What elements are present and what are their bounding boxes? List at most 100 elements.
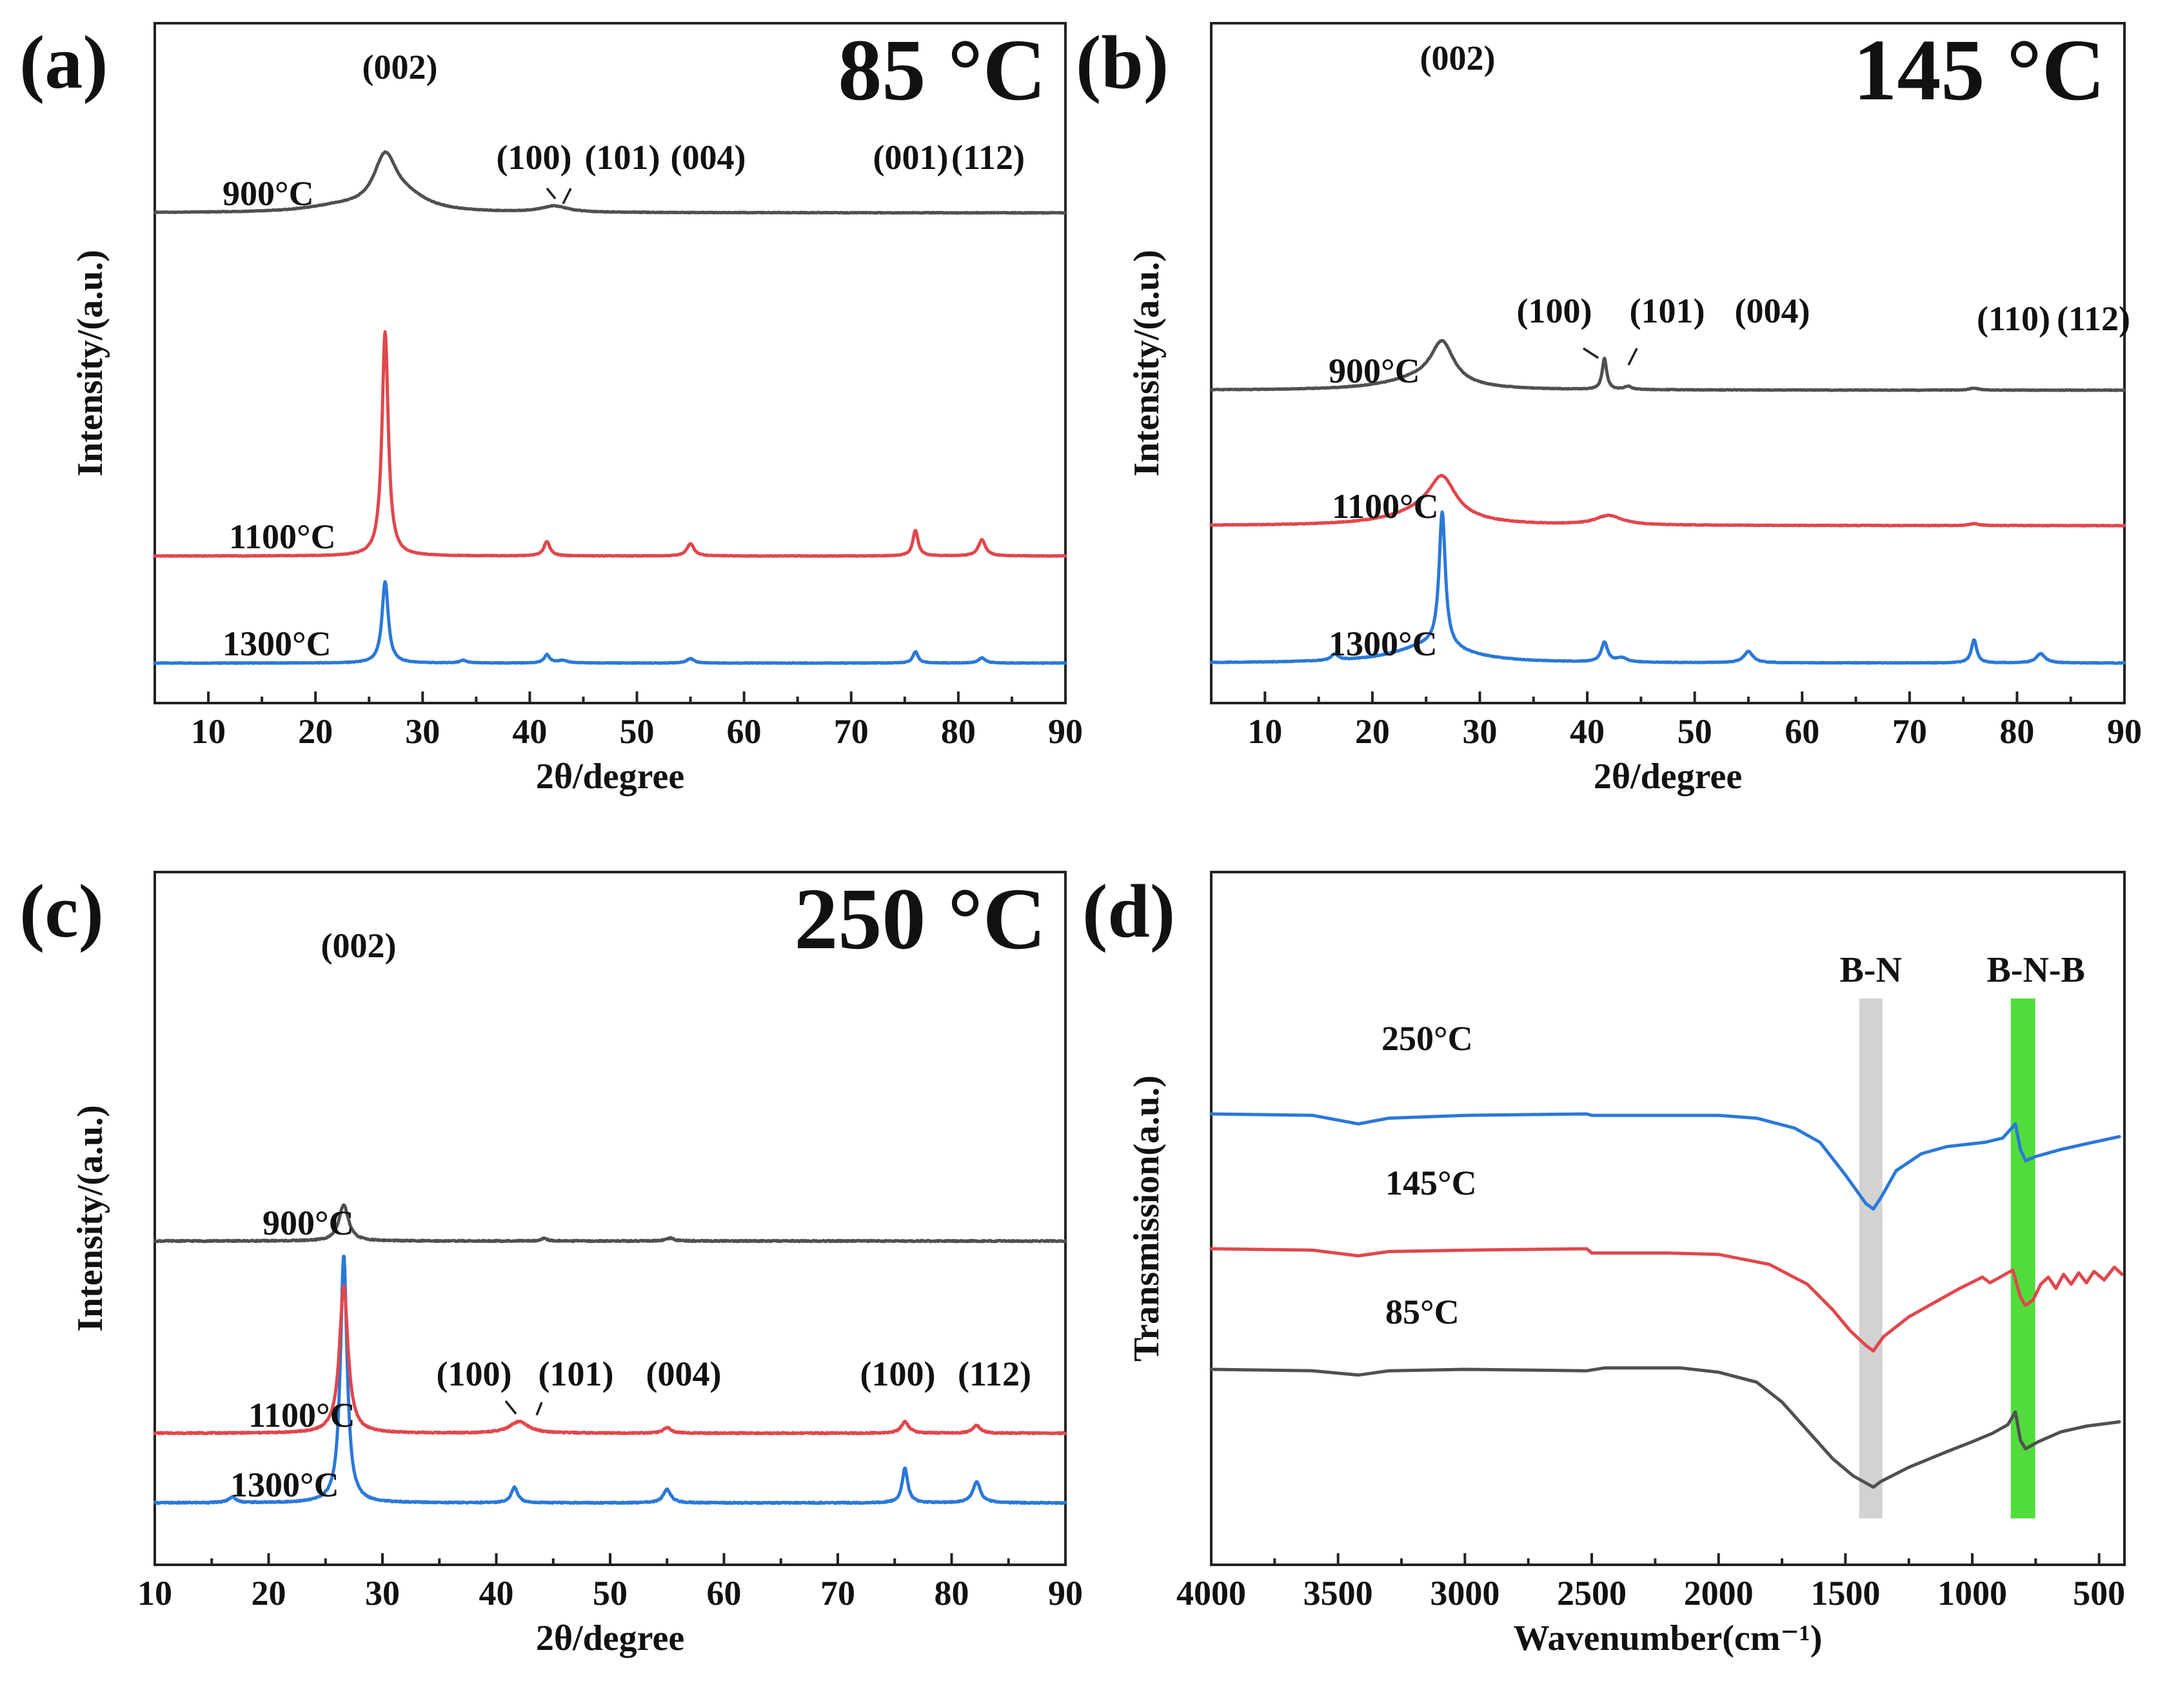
panel-label: (c) xyxy=(19,869,104,953)
peak-annotation: (101) xyxy=(585,138,660,177)
x-tick-label: 3500 xyxy=(1303,1574,1373,1613)
series-label-1100c: 1100°C xyxy=(229,517,336,556)
series-label-1300c: 1300°C xyxy=(1329,624,1438,663)
plot-frame xyxy=(1210,871,2126,1566)
series-line-1100c xyxy=(153,330,1067,558)
series-line-1300c xyxy=(153,1255,1067,1505)
x-tick-label: 70 xyxy=(834,712,869,751)
series-line-900c xyxy=(1209,339,2126,392)
x-tick-label: 50 xyxy=(1678,712,1712,751)
band-label: B-N-B xyxy=(1986,950,2084,990)
peak-annotation: (112) xyxy=(951,138,1025,177)
y-axis-label: Intensity/(a.u.) xyxy=(70,1105,110,1332)
peak-annotation: (001) xyxy=(873,138,949,177)
annotation-leader xyxy=(546,187,557,200)
series-label-1100c: 1100°C xyxy=(1332,487,1439,526)
x-tick-label: 60 xyxy=(707,1574,742,1613)
chart-panel-a: 10 20 30 40 50 60 70 80 90 2θ/degree Intensity/(a.… xyxy=(19,20,1083,797)
panel-title: 145 °C xyxy=(1853,22,2105,119)
x-tick-label: 50 xyxy=(620,712,655,751)
peak-annotation: (100) xyxy=(497,138,572,177)
x-tick-label: 30 xyxy=(405,712,440,751)
x-tick-label: 90 xyxy=(1048,1574,1083,1613)
plot-frame xyxy=(153,22,1067,704)
x-axis-label: 2θ/degree xyxy=(536,1618,684,1658)
series-label: 250°C xyxy=(1381,1019,1473,1058)
x-tick-label: 20 xyxy=(252,1574,286,1613)
peak-annotation: (004) xyxy=(646,1355,722,1393)
x-tick-label: 20 xyxy=(298,712,333,751)
peak-annotation: (100) xyxy=(860,1355,936,1393)
ftir-series-line xyxy=(1209,1247,2124,1353)
x-tick-label: 1500 xyxy=(1810,1574,1880,1613)
x-tick-label: 80 xyxy=(941,712,976,751)
series-line-1300c xyxy=(153,580,1067,665)
ftir-series-line xyxy=(1209,1366,2121,1489)
x-tick-label: 20 xyxy=(1355,712,1390,751)
series-label-1100c: 1100°C xyxy=(248,1396,355,1435)
series-line-900c xyxy=(153,150,1067,215)
x-tick-label: 80 xyxy=(935,1574,969,1613)
x-tick-label: 30 xyxy=(365,1574,400,1613)
band-highlight xyxy=(2010,998,2035,1518)
series-line-1100c xyxy=(1209,473,2126,528)
x-tick-label: 40 xyxy=(512,712,547,751)
x-tick-label: 10 xyxy=(137,1574,172,1613)
panel-label: (a) xyxy=(19,20,108,104)
series-label-1300c: 1300°C xyxy=(230,1465,339,1504)
peak-annotation: (112) xyxy=(2057,299,2130,338)
x-tick-label: 3000 xyxy=(1430,1574,1500,1613)
series-label-1300c: 1300°C xyxy=(223,624,332,663)
x-tick-label: 60 xyxy=(727,712,762,751)
x-tick-label: 60 xyxy=(1785,712,1819,751)
band-label: B-N xyxy=(1839,950,1901,990)
y-axis-label: Transmission(a.u.) xyxy=(1127,1075,1167,1362)
annotation-leader xyxy=(504,1400,517,1415)
series-label: 85°C xyxy=(1385,1293,1460,1331)
band-highlight xyxy=(1859,998,1883,1518)
x-axis-label: 2θ/degree xyxy=(536,757,684,797)
x-tick-label: 10 xyxy=(191,712,226,751)
series-line-900c xyxy=(153,1203,1067,1244)
series-label-900c: 900°C xyxy=(1329,352,1420,390)
x-tick-label: 80 xyxy=(1999,712,2034,751)
x-axis-label: Wavenumber(cm⁻¹) xyxy=(1514,1618,1823,1658)
panel-label: (d) xyxy=(1082,869,1175,953)
series-label-900c: 900°C xyxy=(262,1204,354,1242)
panel-title: 85 °C xyxy=(838,22,1046,119)
peak-annotation: (002) xyxy=(321,926,397,965)
peak-annotation: (002) xyxy=(1420,39,1496,77)
x-axis-label: 2θ/degree xyxy=(1594,757,1742,797)
annotation-leader xyxy=(562,188,572,204)
annotation-leader xyxy=(1627,348,1638,366)
x-tick-label: 90 xyxy=(2107,712,2142,751)
x-tick-label: 40 xyxy=(1570,712,1605,751)
peak-annotation: (100) xyxy=(437,1355,512,1393)
peak-annotation: (100) xyxy=(1517,292,1592,330)
y-axis-label: Intensity/(a.u.) xyxy=(70,250,110,477)
x-tick-label: 1000 xyxy=(1937,1574,2007,1613)
panel-title: 250 °C xyxy=(794,871,1046,968)
x-tick-label: 500 xyxy=(2073,1574,2125,1613)
series-label-900c: 900°C xyxy=(223,174,314,213)
ftir-series-line xyxy=(1209,1112,2121,1211)
peak-annotation: (101) xyxy=(539,1355,614,1393)
series-line-1300c xyxy=(1209,510,2126,665)
x-tick-label: 90 xyxy=(1048,712,1083,751)
peak-annotation: (004) xyxy=(671,138,746,177)
chart-panel-c: 10 20 30 40 50 60 70 80 90 2θ/degree Intensity/(a.… xyxy=(19,869,1083,1658)
x-tick-label: 4000 xyxy=(1176,1574,1246,1613)
x-tick-label: 2500 xyxy=(1557,1574,1627,1613)
y-axis-label: Intensity/(a.u.) xyxy=(1127,250,1167,477)
chart-panel-b: 10 20 30 40 50 60 70 80 90 2θ/degree Intensity/(a.… xyxy=(1076,20,2142,797)
panel-label: (b) xyxy=(1076,20,1169,104)
peak-annotation: (101) xyxy=(1630,292,1705,330)
plot-frame xyxy=(1210,22,2126,704)
x-tick-label: 10 xyxy=(1247,712,1282,751)
series-label: 145°C xyxy=(1385,1164,1477,1202)
peak-annotation: (110) xyxy=(1977,299,2050,338)
peak-annotation: (112) xyxy=(958,1355,1031,1393)
x-tick-label: 40 xyxy=(479,1574,514,1613)
annotation-leader xyxy=(535,1402,543,1416)
